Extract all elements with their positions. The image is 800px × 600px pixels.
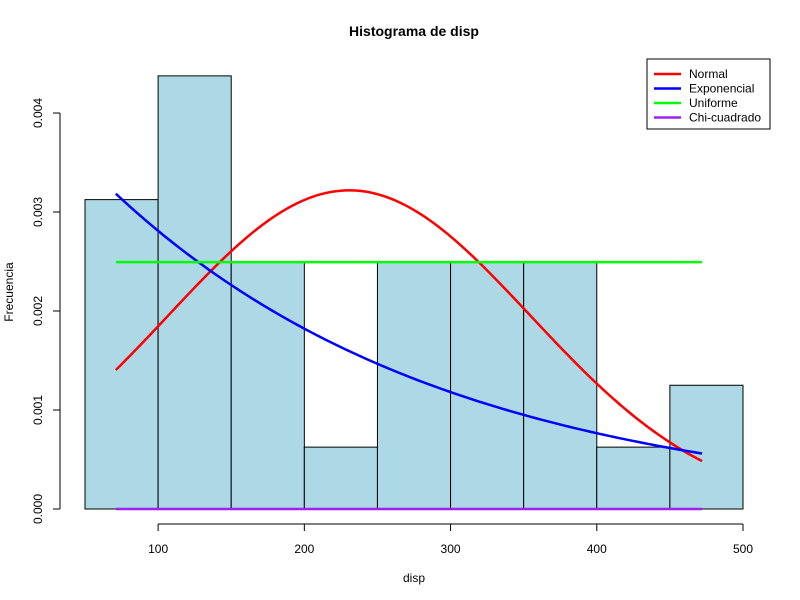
x-tick-label-4: 500 xyxy=(733,542,753,556)
legend-label-3: Chi-cuadrado xyxy=(689,111,761,125)
histogram-bar-5 xyxy=(450,261,525,510)
histogram-bar-0 xyxy=(84,199,159,510)
histogram-bar-6 xyxy=(523,261,598,510)
histogram-bar-3 xyxy=(303,446,378,510)
y-axis-label: Frecuencia xyxy=(2,262,16,322)
x-axis-label: disp xyxy=(403,571,425,585)
histogram-bar-1 xyxy=(157,75,232,510)
curve-normal xyxy=(114,189,703,463)
y-axis: 0.000 0.001 0.002 0.003 0.004 xyxy=(31,98,61,524)
histogram-bar-7 xyxy=(596,446,671,510)
x-tick-label-1: 200 xyxy=(294,542,314,556)
legend-label-0: Normal xyxy=(689,67,728,81)
density-curves xyxy=(114,189,703,511)
curve-exponencial xyxy=(115,192,703,455)
y-tick-label-1: 0.001 xyxy=(31,395,45,425)
y-tick-label-3: 0.003 xyxy=(31,197,45,227)
x-tick-label-2: 300 xyxy=(441,542,461,556)
legend-label-2: Uniforme xyxy=(689,96,738,110)
y-tick-label-2: 0.002 xyxy=(31,296,45,326)
legend-label-1: Exponencial xyxy=(689,82,754,96)
x-tick-label-0: 100 xyxy=(148,542,168,556)
chart-title: Histograma de disp xyxy=(349,23,479,39)
histogram-bars xyxy=(84,75,744,510)
histogram-bar-8 xyxy=(669,384,744,510)
y-tick-label-4: 0.004 xyxy=(31,98,45,128)
x-axis: 100 200 300 400 500 xyxy=(148,523,753,556)
histogram-bar-4 xyxy=(376,261,452,510)
histogram-bar-2 xyxy=(230,261,305,510)
y-tick-label-0: 0.000 xyxy=(31,494,45,524)
x-tick-label-3: 400 xyxy=(587,542,607,556)
